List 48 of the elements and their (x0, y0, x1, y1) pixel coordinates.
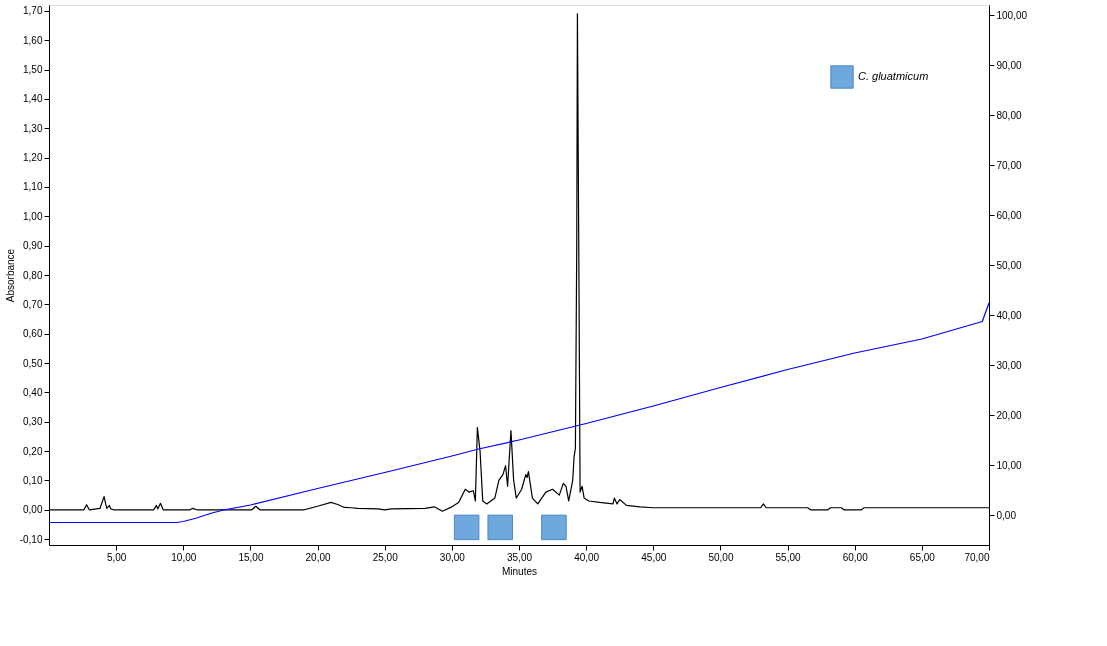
x-tick-label: 70,00 (964, 551, 990, 563)
y-tick-label: -0,10 (19, 533, 43, 545)
y2-tick-label: 0,00 (996, 509, 1017, 521)
y2-tick-label: 40,00 (996, 309, 1022, 321)
y-tick-label: 0,30 (23, 416, 43, 428)
x-tick-label: 35,00 (506, 551, 533, 563)
y-tick-label: 1,50 (23, 64, 43, 76)
y-tick-label: 0,50 (23, 357, 43, 369)
y-tick-label: 0,90 (23, 240, 43, 252)
y-tick-label: 0,40 (23, 386, 43, 398)
x-tick-label: 10,00 (171, 551, 197, 563)
y2-tick-label: 50,00 (996, 259, 1022, 271)
y-tick-label: 1,60 (23, 34, 43, 46)
y-tick-label: 0,10 (23, 474, 43, 486)
y-tick-label: 1,30 (23, 122, 43, 134)
y-tick-label: 1,40 (23, 93, 43, 105)
y-tick-label: 0,60 (23, 328, 43, 340)
line-series (48, 302, 990, 524)
y-tick-label: 1,00 (23, 210, 43, 222)
y2-tick-label: 10,00 (996, 459, 1022, 471)
y-tick-label: 1,20 (23, 152, 43, 164)
y-tick-label: 1,70 (23, 5, 43, 17)
x-tick-label: 5,00 (106, 551, 127, 563)
x-axis-title: Minutes (501, 565, 538, 577)
y2-tick-label: 90,00 (996, 59, 1022, 71)
x-tick-label: 55,00 (775, 551, 802, 563)
y2-tick-label: 80,00 (996, 109, 1022, 121)
x-tick-label: 60,00 (842, 551, 869, 563)
x-tick-label: 65,00 (909, 551, 936, 563)
x-tick-label: 30,00 (439, 551, 466, 563)
x-tick-label: 15,00 (238, 551, 264, 563)
y2-tick-label: 20,00 (996, 409, 1022, 421)
y-tick-label: 0,00 (23, 504, 43, 516)
y2-tick-label: 30,00 (996, 359, 1022, 371)
x-tick-label: 50,00 (708, 551, 734, 563)
x-tick-label: 45,00 (641, 551, 667, 563)
x-tick-label: 20,00 (305, 551, 332, 563)
y2-tick-label: 60,00 (996, 209, 1022, 221)
x-tick-label: 25,00 (372, 551, 399, 563)
legend-label: C. gluatmicum (858, 70, 929, 82)
y-tick-label: 0,20 (23, 445, 43, 457)
y2-tick-label: 70,00 (996, 159, 1022, 171)
y2-tick-label: 100,00 (996, 9, 1028, 21)
y-tick-label: 1,10 (23, 181, 43, 193)
y-axis-title: Absorbance (4, 248, 16, 303)
x-tick-label: 40,00 (574, 551, 600, 563)
y-tick-label: 0,70 (23, 298, 43, 310)
y-tick-label: 0,80 (23, 269, 43, 281)
